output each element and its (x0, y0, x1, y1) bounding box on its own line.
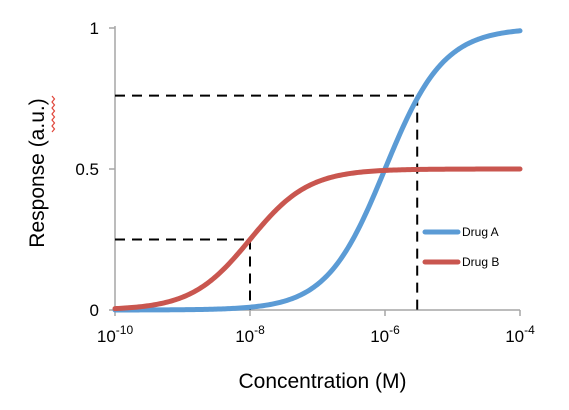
y-tick-label: 0 (90, 301, 99, 320)
y-tick-label: 1 (90, 19, 99, 38)
legend: Drug A Drug B (422, 225, 499, 269)
legend-label: Drug A (462, 225, 499, 239)
y-tick-labels: 00.51 (75, 19, 99, 320)
spellcheck-underline (51, 95, 56, 133)
x-tick-base: 10 (505, 327, 524, 346)
x-tick-label: 10-8 (235, 323, 265, 346)
series-line-drug-b (112, 166, 523, 312)
x-tick-exponent: -4 (524, 323, 535, 337)
x-tick-label: 10-6 (370, 323, 400, 346)
x-tick-base: 10 (370, 327, 389, 346)
y-axis-label-group: Response (a.u.) (26, 95, 56, 248)
x-axis-label: Concentration (M) (238, 370, 406, 393)
x-tick-base: 10 (97, 327, 116, 346)
x-tick-exponent: -6 (389, 323, 400, 337)
x-tick-label: 10-10 (97, 323, 134, 346)
y-tick-label: 0.5 (75, 160, 99, 179)
reference-lines (115, 94, 419, 310)
x-tick-labels: 10-10 10-8 10-6 10-4 (97, 323, 535, 346)
legend-label: Drug B (462, 255, 499, 269)
series-line-drug-a (112, 28, 523, 313)
x-tick-base: 10 (235, 327, 254, 346)
x-tick-exponent: -10 (116, 323, 134, 337)
x-tick-exponent: -8 (254, 323, 265, 337)
series-curves (112, 28, 523, 313)
x-tick-label: 10-4 (505, 323, 535, 346)
y-axis-label: Response (a.u.) (26, 98, 49, 247)
